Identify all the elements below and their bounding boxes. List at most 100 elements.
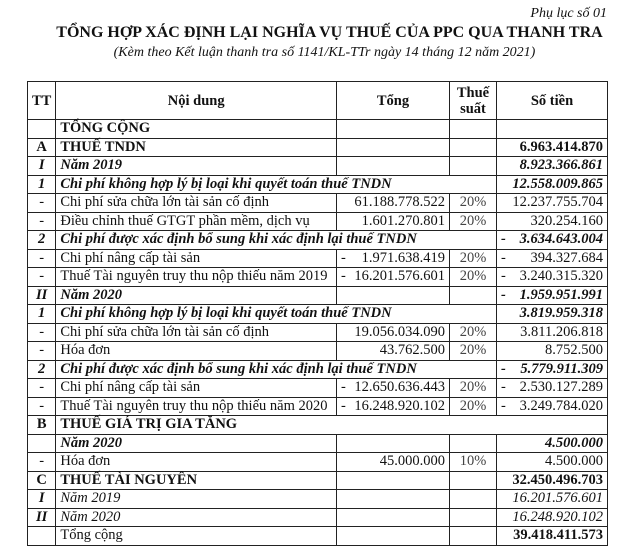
row-index: II — [26, 507, 57, 527]
table-row: B THUẾ GIÁ TRỊ GIA TĂNG — [26, 415, 608, 435]
row-content: THUẾ GIÁ TRỊ GIA TĂNG — [55, 415, 608, 435]
row-index: I — [26, 489, 57, 509]
column-header-tax-rate: Thuế suất — [449, 81, 497, 120]
minus-sign: - — [341, 379, 346, 396]
tong-value: 1.601.270.801 — [361, 212, 445, 229]
tien-value: 12.558.009.865 — [512, 175, 603, 192]
row-index: - — [26, 322, 57, 342]
row-index: 1 — [26, 174, 57, 194]
row-index: - — [26, 193, 57, 213]
row-content: Hóa đơn — [55, 452, 337, 472]
amount-cell: 3.811.206.818 — [496, 322, 608, 342]
total-cell — [336, 433, 450, 453]
minus-sign: - — [501, 286, 506, 303]
tax-rate-cell — [449, 119, 497, 139]
row-index: - — [26, 378, 57, 398]
tien-value: 5.779.911.309 — [520, 360, 603, 377]
tax-rate-cell: 20% — [449, 396, 497, 416]
row-index: - — [26, 452, 57, 472]
tien-value: 3.249.784.020 — [519, 397, 603, 414]
tax-rate-cell: 20% — [449, 341, 497, 361]
column-header-tt: TT — [26, 81, 57, 120]
tong-value: 19.056.034.090 — [354, 323, 445, 340]
minus-sign: - — [501, 231, 506, 248]
row-content: Chi phí sửa chữa lớn tài sản cố định — [55, 322, 337, 342]
amount-cell: 16.248.920.102 — [496, 507, 608, 527]
minus-sign: - — [341, 268, 346, 285]
tax-rate-cell — [449, 526, 497, 546]
tien-value: 2.530.127.289 — [519, 379, 603, 396]
tien-value: 1.959.951.991 — [519, 286, 603, 303]
total-cell — [336, 526, 450, 546]
minus-sign: - — [501, 379, 506, 396]
amount-cell: - 394.327.684 — [496, 248, 608, 268]
tien-value: 39.418.411.573 — [513, 527, 603, 544]
total-cell — [336, 119, 450, 139]
minus-sign: - — [341, 249, 346, 266]
table-row: TỔNG CỘNG — [26, 119, 608, 139]
table-row: Tổng cộng 39.418.411.573 — [26, 526, 608, 546]
row-index: 2 — [26, 359, 57, 379]
row-index: B — [26, 415, 57, 435]
table-row: - Điều chỉnh thuế GTGT phần mềm, dịch vụ 1… — [26, 211, 608, 231]
amount-cell: 16.201.576.601 — [496, 489, 608, 509]
table-row: 1 Chi phí không hợp lý bị loại khi quyết … — [26, 174, 608, 194]
tax-rate-cell: 20% — [449, 211, 497, 231]
row-content: THUẾ TÀI NGUYÊN — [55, 470, 337, 490]
amount-cell — [496, 119, 608, 139]
row-index: II — [26, 285, 57, 305]
table-row: II Năm 2020 -1.959.951.991 — [26, 285, 608, 305]
total-cell — [336, 137, 450, 157]
row-content: Chi phí không hợp lý bị loại khi quyết t… — [55, 304, 497, 324]
row-index: - — [26, 211, 57, 231]
row-index — [26, 526, 57, 546]
row-content: Tổng cộng — [55, 526, 337, 546]
tien-value: 3.819.959.318 — [519, 305, 603, 322]
table-row: - Thuế Tài nguyên truy thu nộp thiếu năm … — [26, 396, 608, 416]
tax-rate-cell — [449, 137, 497, 157]
row-content: Chi phí không hợp lý bị loại khi quyết t… — [55, 174, 497, 194]
row-index: - — [26, 248, 57, 268]
total-cell: 43.762.500 — [336, 341, 450, 361]
amount-cell: 4.500.000 — [496, 452, 608, 472]
tien-value: 394.327.684 — [530, 249, 604, 266]
tong-value: 16.201.576.601 — [354, 268, 445, 285]
table-row: I Năm 2019 8.923.366.861 — [26, 156, 608, 176]
total-cell: -16.248.920.102 — [336, 396, 450, 416]
tien-value: 320.254.160 — [530, 212, 604, 229]
row-content: Năm 2020 — [55, 433, 337, 453]
amount-cell: -2.530.127.289 — [496, 378, 608, 398]
total-cell — [336, 156, 450, 176]
tong-value: 16.248.920.102 — [354, 397, 445, 414]
total-cell — [336, 470, 450, 490]
tien-value: 3.634.643.004 — [519, 231, 603, 248]
table-header-row: TT Nội dung Tổng Thuế suất Số tiền — [26, 81, 608, 120]
table-row: C THUẾ TÀI NGUYÊN 32.450.496.703 — [26, 470, 608, 490]
tien-value: 3.240.315.320 — [519, 268, 603, 285]
tien-value: 12.237.755.704 — [512, 194, 603, 211]
row-index: 2 — [26, 230, 57, 250]
total-cell: 61.188.778.522 — [336, 193, 450, 213]
minus-sign: - — [501, 249, 506, 266]
tien-value: 16.201.576.601 — [512, 490, 603, 507]
table-row: - Chi phí sửa chữa lớn tài sản cố định 19.… — [26, 322, 608, 342]
tax-rate-cell: 20% — [449, 267, 497, 287]
amount-cell: -3.240.315.320 — [496, 267, 608, 287]
total-cell: -16.201.576.601 — [336, 267, 450, 287]
row-index — [26, 119, 57, 139]
total-cell: -1.971.638.419 — [336, 248, 450, 268]
tong-value: 12.650.636.443 — [354, 379, 445, 396]
row-index: A — [26, 137, 57, 157]
column-header-content: Nội dung — [55, 81, 337, 120]
tax-rate-cell: 20% — [449, 193, 497, 213]
row-content: THUẾ TNDN — [55, 137, 337, 157]
total-cell — [336, 507, 450, 527]
tax-rate-cell: 10% — [449, 452, 497, 472]
tien-value: 4.500.000 — [545, 434, 603, 451]
tax-rate-cell — [449, 156, 497, 176]
tien-value: 3.811.206.818 — [520, 323, 603, 340]
row-index: - — [26, 396, 57, 416]
amount-cell: 320.254.160 — [496, 211, 608, 231]
table-row: - Chi phí nâng cấp tài sản -12.650.636.443… — [26, 378, 608, 398]
tong-value: 43.762.500 — [379, 342, 445, 359]
